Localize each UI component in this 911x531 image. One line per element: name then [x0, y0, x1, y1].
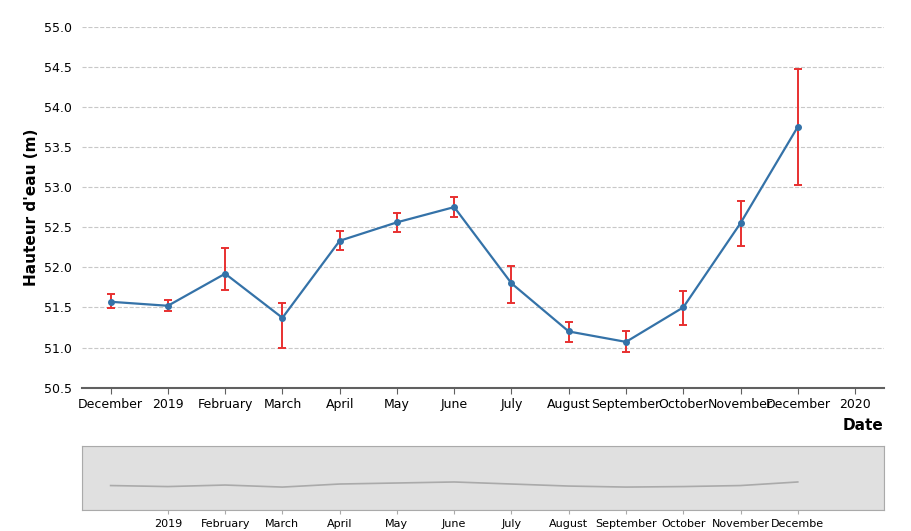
Y-axis label: Hauteur d'eau (m): Hauteur d'eau (m): [24, 129, 38, 286]
Text: Date: Date: [843, 418, 884, 433]
